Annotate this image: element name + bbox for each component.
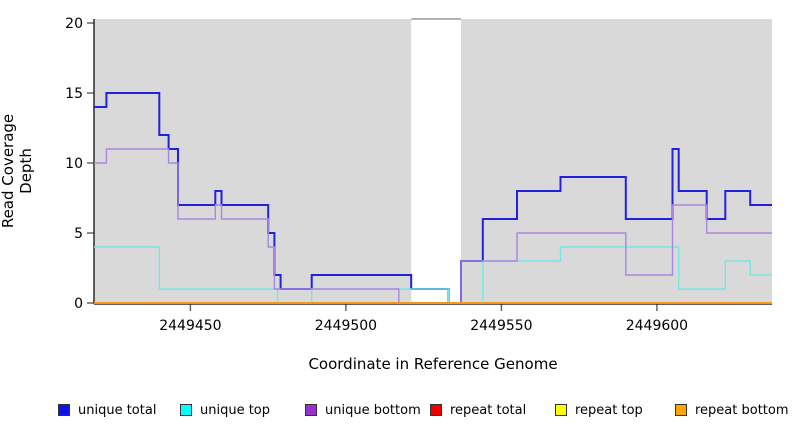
masked-region-band <box>411 19 461 304</box>
chart-legend: unique total unique top unique bottom repea… <box>0 400 792 424</box>
y-tick-label-15: 15 <box>65 86 83 102</box>
legend-label-unique-bottom: unique bottom <box>325 402 421 418</box>
legend-item-unique-top: unique top <box>180 400 270 420</box>
legend-item-repeat-top: repeat top <box>555 400 643 420</box>
legend-swatch-repeat-top <box>555 404 567 416</box>
legend-swatch-unique-total <box>58 404 70 416</box>
x-tick-label-2449600: 2449600 <box>626 318 688 334</box>
x-axis-label: Coordinate in Reference Genome <box>308 355 558 373</box>
legend-label-unique-top: unique top <box>200 402 271 418</box>
series-line-unique-top <box>94 246 772 304</box>
legend-item-repeat-bottom: repeat bottom <box>675 400 789 420</box>
legend-swatch-unique-top <box>180 404 192 416</box>
x-tick-label-2449450: 2449450 <box>159 318 221 334</box>
legend-label-repeat-top: repeat top <box>575 402 643 418</box>
legend-swatch-repeat-total <box>430 404 442 416</box>
legend-item-repeat-total: repeat total <box>430 400 526 420</box>
y-tick-label-20: 20 <box>65 16 83 32</box>
y-tick-label-10: 10 <box>65 156 83 172</box>
legend-item-unique-bottom: unique bottom <box>305 400 421 420</box>
legend-swatch-repeat-bottom <box>675 404 687 416</box>
legend-label-unique-total: unique total <box>78 402 157 418</box>
y-axis-label: Read Coverage Depth <box>0 113 35 229</box>
legend-item-unique-total: unique total <box>58 400 156 420</box>
x-tick-label-2449550: 2449550 <box>470 318 532 334</box>
y-tick-label-0: 0 <box>74 296 83 312</box>
series-line-unique-bottom <box>94 148 772 304</box>
x-tick-label-2449500: 2449500 <box>315 318 377 334</box>
legend-label-repeat-bottom: repeat bottom <box>695 402 789 418</box>
y-tick-label-5: 5 <box>74 226 83 242</box>
legend-swatch-unique-bottom <box>305 404 317 416</box>
legend-label-repeat-total: repeat total <box>450 402 527 418</box>
